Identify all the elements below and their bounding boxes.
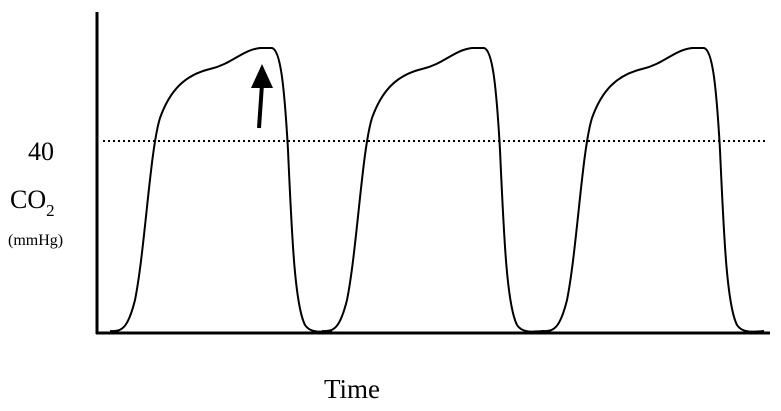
breath-cycle [321,47,545,333]
arrow-shaft [257,83,264,129]
arrow-head [251,64,273,88]
reference-label: 40 [28,137,54,166]
breath-cycle [541,47,765,333]
y-label: CO2 [10,185,55,220]
y-label-subscript: 2 [46,201,55,220]
y-label-main: CO [10,185,46,214]
y-label-unit: (mmHg) [8,232,63,249]
x-label: Time [324,374,380,404]
breath-cycle [109,47,333,333]
waveform [109,47,765,333]
